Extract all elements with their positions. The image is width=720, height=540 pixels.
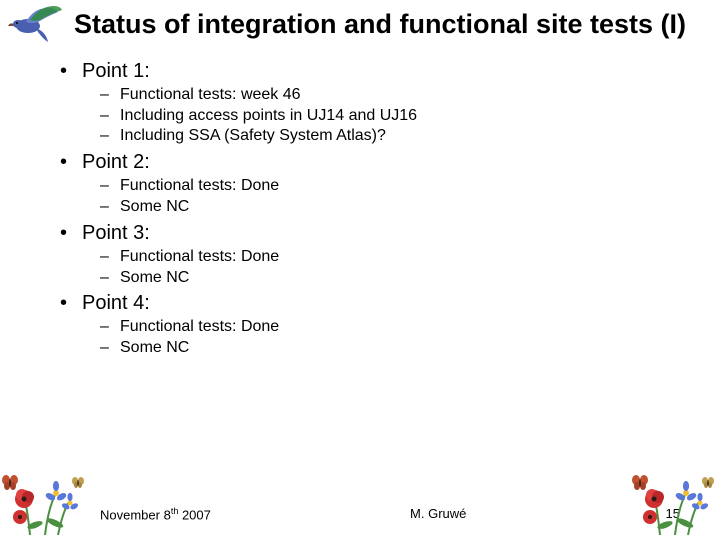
point-subitem: Some NC (82, 197, 700, 218)
point-subitem: Functional tests: Done (82, 247, 700, 268)
footer-date: November 8th 2007 (100, 506, 211, 522)
point-subitem: Including access points in UJ14 and UJ16 (82, 106, 700, 127)
slide-content: Point 1:Functional tests: week 46Includi… (20, 60, 700, 359)
point-subitem: Some NC (82, 338, 700, 359)
footer-author: M. Gruwé (410, 506, 466, 522)
point-label: Point 2: (82, 151, 150, 173)
point-label: Point 1: (82, 60, 150, 82)
point-subitem: Functional tests: Done (82, 176, 700, 197)
point-subitem: Functional tests: week 46 (82, 85, 700, 106)
point-label: Point 4: (82, 292, 150, 314)
point-subitem: Functional tests: Done (82, 317, 700, 338)
point-subitem: Including SSA (Safety System Atlas)? (82, 126, 700, 147)
point-item: Point 4: Functional tests: DoneSome NC (60, 292, 700, 359)
flowers-left-icon (0, 455, 90, 540)
point-subitem: Some NC (82, 268, 700, 289)
point-label: Point 3: (82, 222, 150, 244)
footer-date-year: 2007 (178, 507, 211, 522)
slide-footer: November 8th 2007 M. Gruwé 15 (0, 506, 720, 522)
point-item: Point 3: Functional tests: DoneSome NC (60, 222, 700, 289)
point-item: Point 2: Functional tests: DoneSome NC (60, 151, 700, 218)
hummingbird-icon (8, 4, 64, 57)
slide-title: Status of integration and functional sit… (20, 8, 700, 42)
flowers-right-icon (630, 455, 720, 540)
point-item: Point 1:Functional tests: week 46Includi… (60, 60, 700, 147)
footer-date-prefix: November 8 (100, 507, 171, 522)
